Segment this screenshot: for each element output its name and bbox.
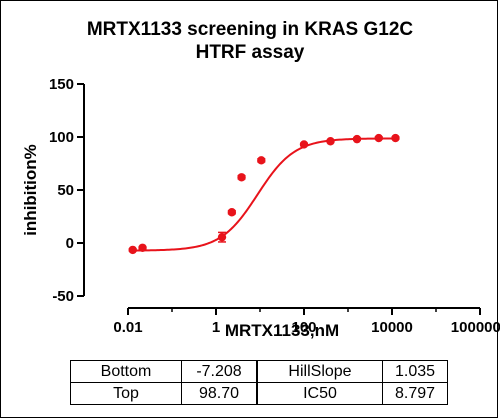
data-point-marker — [391, 133, 400, 143]
param-row: Top 98.70 IC50 8.797 — [70, 382, 448, 405]
param-value: 8.797 — [382, 382, 448, 405]
x-tick-labels: 0.01 1 100 10000 1000000 — [113, 319, 500, 336]
y-axis-label: inhibition% — [21, 144, 40, 236]
x-tick-label: 1000000 — [451, 319, 500, 336]
data-point — [128, 245, 137, 255]
param-label: HillSlope — [256, 360, 383, 383]
data-point — [227, 208, 237, 217]
data-point — [217, 231, 227, 243]
data-point — [257, 156, 266, 165]
chart-title-line-1: MRTX1133 screening in KRAS G12C — [87, 19, 414, 40]
data-point-marker — [299, 140, 309, 149]
chart-title-line-2: HTRF assay — [196, 42, 305, 63]
data-point-marker — [217, 232, 227, 242]
y-tick-label: 100 — [49, 129, 74, 146]
data-point-marker — [237, 173, 246, 182]
x-axis-label: MRTX1133,nM — [225, 321, 339, 340]
data-point-marker — [374, 133, 383, 143]
param-row: Bottom -7.208 HillSlope 1.035 — [70, 360, 448, 383]
dose-response-chart: MRTX1133 screening in KRAS G12C HTRF ass… — [21, 19, 500, 340]
data-point-marker — [326, 137, 335, 146]
data-point — [299, 140, 309, 149]
data-point — [352, 134, 362, 144]
data-point — [138, 243, 147, 252]
x-tick-label: 0.01 — [113, 319, 142, 336]
y-tick-label: -50 — [52, 288, 74, 305]
x-tick-label: 100 — [291, 319, 316, 336]
y-tick-label: 150 — [49, 76, 74, 93]
x-tick-label: 1 — [212, 319, 220, 336]
fit-curve — [132, 137, 396, 252]
param-label: Top — [70, 382, 182, 405]
y-tick-label: 0 — [66, 235, 74, 252]
x-tick-label: 10000 — [371, 319, 413, 336]
data-point-marker — [257, 156, 266, 165]
fit-parameters-table: Bottom -7.208 HillSlope 1.035 Top 98.70 IC50 8.… — [70, 360, 448, 405]
data-point — [391, 133, 400, 143]
axes — [77, 83, 481, 315]
param-value: -7.208 — [181, 360, 258, 383]
param-value: 98.70 — [181, 382, 258, 405]
y-tick-label: 50 — [57, 182, 74, 199]
data-point-marker — [227, 208, 237, 217]
data-points — [128, 133, 400, 255]
data-point — [326, 137, 335, 146]
param-value: 1.035 — [382, 360, 448, 383]
y-tick-labels: -50 0 50 100 150 — [49, 76, 74, 305]
data-point — [237, 173, 246, 182]
param-label: IC50 — [256, 382, 383, 405]
param-label: Bottom — [70, 360, 182, 383]
data-point-marker — [138, 243, 147, 252]
data-point-marker — [128, 245, 137, 255]
data-point-marker — [352, 134, 362, 144]
data-point — [374, 133, 383, 143]
